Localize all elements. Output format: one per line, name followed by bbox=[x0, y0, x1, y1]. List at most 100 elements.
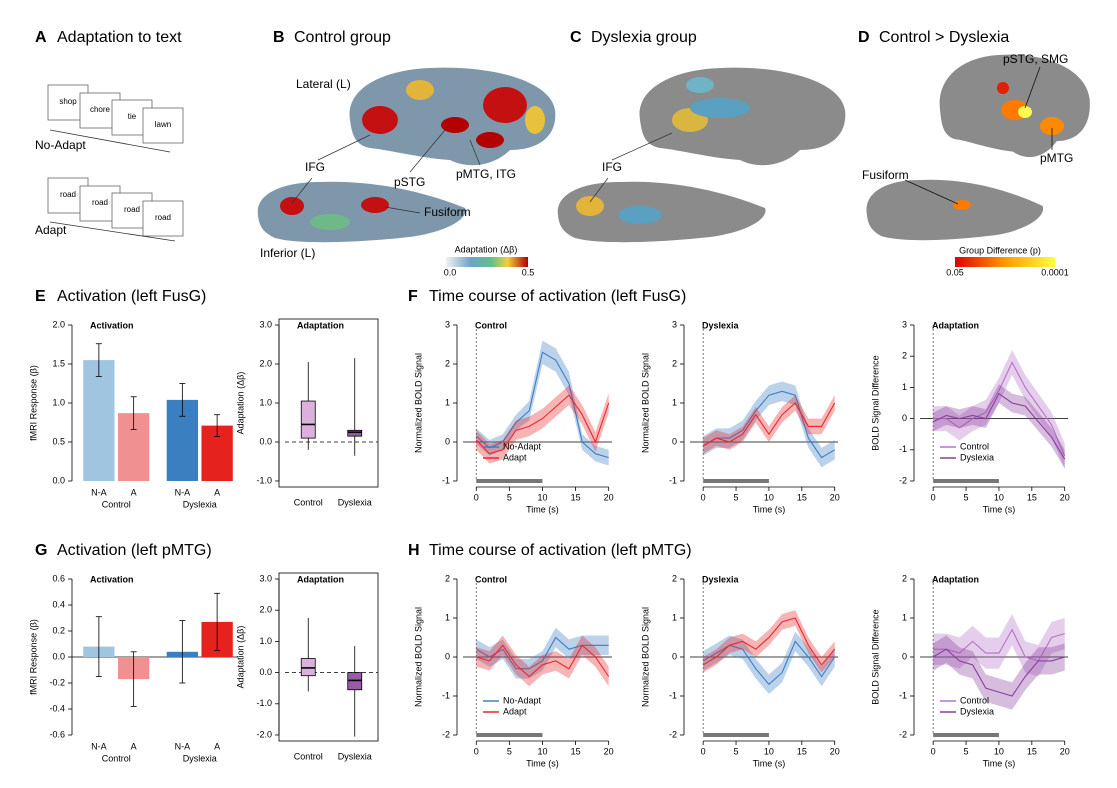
region-label: pSTG, SMG bbox=[1003, 52, 1068, 66]
pointer bbox=[384, 206, 421, 214]
y-axis-label: Adaptation (Δβ) bbox=[235, 626, 245, 689]
y-tick-label: 2 bbox=[672, 358, 677, 368]
legend-label: Dyslexia bbox=[960, 706, 994, 716]
panel-title: Activation (left pMTG) bbox=[57, 542, 212, 559]
y-tick-label: 0.0 bbox=[259, 436, 272, 446]
x-axis-label: Time (s) bbox=[983, 758, 1016, 768]
word: road bbox=[155, 213, 171, 222]
bar bbox=[83, 360, 115, 481]
y-tick-label: 1 bbox=[672, 397, 677, 407]
y-tick-label: 3 bbox=[672, 319, 677, 329]
pointer bbox=[291, 177, 313, 204]
colorbar-label: 0.0 bbox=[444, 267, 457, 277]
y-tick-label: -1 bbox=[442, 475, 450, 485]
colorbar-label: 0.0001 bbox=[1041, 267, 1069, 277]
x-tick-label: 10 bbox=[994, 746, 1004, 756]
x-axis-label: Time (s) bbox=[983, 504, 1016, 514]
y-tick-label: 0 bbox=[902, 651, 907, 661]
x-tick-label: 15 bbox=[797, 746, 807, 756]
chart-title: Control bbox=[475, 320, 507, 330]
activation-blob bbox=[618, 206, 662, 224]
panel-letter: F bbox=[408, 288, 418, 305]
y-tick-label: 1.0 bbox=[259, 397, 272, 407]
x-tick-label: 0 bbox=[931, 492, 936, 502]
stimulus-bar bbox=[703, 479, 769, 483]
pointer bbox=[611, 132, 673, 161]
y-tick-label: -1.0 bbox=[256, 698, 272, 708]
word: road bbox=[124, 205, 140, 214]
activation-blob bbox=[483, 87, 527, 123]
x-tick-label: 10 bbox=[537, 746, 547, 756]
activation-blob bbox=[953, 200, 971, 210]
x-axis-label: Time (s) bbox=[526, 504, 559, 514]
condition-label: No-Adapt bbox=[35, 138, 86, 152]
panel-b: Lateral (L) IFG pSTG pMTG, ITG Fusiform … bbox=[257, 67, 556, 277]
y-axis-label: Adaptation (Δβ) bbox=[235, 372, 245, 435]
brain-inferior bbox=[866, 179, 1044, 241]
line bbox=[475, 351, 609, 459]
x-tick-label: 10 bbox=[764, 492, 774, 502]
colorbar-label: 0.5 bbox=[522, 267, 535, 277]
stimulus-bar bbox=[933, 733, 999, 737]
x-tick-label: Control bbox=[294, 497, 323, 507]
time-arrow bbox=[49, 221, 176, 242]
y-axis-label: fMRI Response (β) bbox=[28, 619, 38, 695]
line bbox=[702, 402, 836, 447]
chart-title: Adaptation bbox=[297, 320, 344, 330]
x-tick-label: N-A bbox=[91, 741, 107, 751]
x-tick-label: 15 bbox=[1027, 746, 1037, 756]
band bbox=[476, 627, 609, 679]
x-tick-label: 15 bbox=[797, 492, 807, 502]
y-axis-label: Normalized BOLD Signal bbox=[413, 607, 423, 707]
line bbox=[475, 394, 610, 455]
condition-label: Adapt bbox=[35, 223, 67, 237]
panel-title: Control group bbox=[294, 29, 391, 46]
y-tick-label: -2 bbox=[669, 729, 677, 739]
x-tick-label: 0 bbox=[701, 746, 706, 756]
y-tick-label: -2.0 bbox=[256, 729, 272, 739]
y-tick-label: 2.0 bbox=[52, 319, 65, 329]
stimulus-bar bbox=[476, 733, 543, 737]
panel-title: Time course of activation (left FusG) bbox=[429, 288, 686, 305]
y-tick-label: 0 bbox=[445, 651, 450, 661]
y-tick-label: 0 bbox=[672, 651, 677, 661]
y-tick-label: 1.0 bbox=[52, 397, 65, 407]
pointer bbox=[1024, 66, 1041, 109]
time-arrow bbox=[49, 129, 171, 153]
region-label: pMTG, ITG bbox=[456, 167, 516, 181]
legend-label: Dyslexia bbox=[960, 452, 994, 462]
legend-label: No-Adapt bbox=[503, 441, 542, 451]
x-tick-label: 20 bbox=[604, 746, 614, 756]
legend-label: Control bbox=[960, 695, 989, 705]
activation-blob bbox=[280, 197, 304, 215]
group-label: Dyslexia bbox=[183, 499, 217, 509]
headings: A Adaptation to text B Control group C D… bbox=[35, 29, 1009, 559]
x-tick-label: 15 bbox=[571, 492, 581, 502]
x-tick-label: 5 bbox=[507, 746, 512, 756]
colorbar-title: Group Difference (p) bbox=[959, 245, 1041, 255]
y-tick-label: 0 bbox=[445, 436, 450, 446]
region-label: Lateral (L) bbox=[296, 77, 351, 91]
region-label: Fusiform bbox=[424, 205, 471, 219]
x-tick-label: N-A bbox=[175, 487, 191, 497]
word: shop bbox=[59, 97, 77, 106]
activation-blob bbox=[997, 82, 1009, 94]
region-label: pMTG bbox=[1040, 151, 1073, 165]
y-tick-label: 1 bbox=[445, 612, 450, 622]
y-tick-label: -2 bbox=[442, 729, 450, 739]
y-tick-label: -0.4 bbox=[49, 703, 65, 713]
stimulus-bar bbox=[703, 733, 769, 737]
y-tick-label: 1 bbox=[902, 612, 907, 622]
x-tick-label: 10 bbox=[994, 492, 1004, 502]
x-tick-label: N-A bbox=[91, 487, 107, 497]
group-label: Control bbox=[102, 499, 131, 509]
y-tick-label: -2 bbox=[899, 729, 907, 739]
line bbox=[932, 392, 1066, 460]
band bbox=[933, 349, 1065, 469]
y-tick-label: 3 bbox=[445, 319, 450, 329]
line bbox=[702, 390, 835, 459]
y-axis-label: BOLD Signal Difference bbox=[870, 609, 880, 704]
x-tick-label: 15 bbox=[571, 746, 581, 756]
chart-title: Adaptation bbox=[932, 320, 979, 330]
y-tick-label: -1 bbox=[899, 690, 907, 700]
